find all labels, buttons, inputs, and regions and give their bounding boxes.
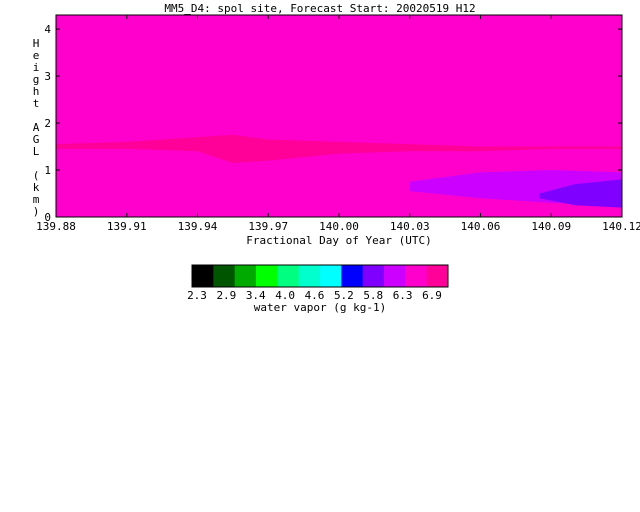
contour-bands — [56, 15, 622, 217]
x-axis: 139.88 139.91 139.94 139.97 140.00 140.03 140.… — [36, 15, 640, 233]
colorbar-tick-label-3: 4.0 — [275, 289, 295, 302]
contour-band-10 — [56, 15, 622, 217]
contour-feature-0 — [56, 134, 622, 163]
y-label-char-7: A — [32, 121, 40, 134]
y-label-char-5: t — [32, 97, 40, 110]
plot-svg: 139.88 139.91 139.94 139.97 140.00 140.03 140.… — [36, 14, 640, 302]
y-label-char-8: G — [32, 133, 40, 146]
y-tick-label-4: 4 — [44, 23, 51, 36]
x-axis-label: Fractional Day of Year (UTC) — [246, 234, 432, 247]
x-tick-label-6: 140.06 — [461, 220, 501, 233]
y-label-char-9: L — [32, 145, 40, 158]
colorbar-swatch-1 — [213, 265, 236, 287]
y-label-char-0: H — [32, 37, 40, 50]
y-tick-label-1: 1 — [44, 164, 51, 177]
colorbar-tick-label-5: 5.2 — [334, 289, 354, 302]
contour-feature-2 — [539, 179, 622, 208]
y-tick-label-3: 3 — [44, 70, 51, 83]
colorbar-swatch-10 — [405, 265, 428, 287]
y-label-char-2: i — [32, 61, 40, 74]
x-tick-label-8: 140.12 — [602, 220, 640, 233]
x-tick-label-0: 139.88 — [36, 220, 76, 233]
colorbar-tick-label-0: 2.3 — [187, 289, 207, 302]
x-tick-label-3: 139.97 — [248, 220, 288, 233]
colorbar-swatch-7 — [341, 265, 364, 287]
colorbar-swatch-5 — [298, 265, 321, 287]
x-tick-label-5: 140.03 — [390, 220, 430, 233]
colorbar-swatch-3 — [256, 265, 278, 287]
x-tick-label-7: 140.09 — [531, 220, 571, 233]
y-label-char-1: e — [32, 49, 40, 62]
y-label-char-3: g — [32, 73, 40, 86]
colorbar-tick-label-2: 3.4 — [246, 289, 266, 302]
colorbar: 2.3 2.9 3.4 4.0 4.6 5.2 5.8 6.3 6.9 — [187, 264, 449, 302]
colorbar-label: water vapor (g kg-1) — [253, 301, 387, 314]
colorbar-tick-label-1: 2.9 — [216, 289, 236, 302]
colorbar-swatch-11 — [426, 265, 449, 287]
colorbar-swatch-4 — [277, 265, 300, 287]
colorbar-swatch-0 — [192, 265, 214, 287]
x-tick-label-1: 139.91 — [107, 220, 147, 233]
colorbar-tick-label-4: 4.6 — [305, 289, 325, 302]
colorbar-tick-label-8: 6.9 — [422, 289, 442, 302]
colorbar-tick-label-6: 5.8 — [363, 289, 383, 302]
colorbar-swatch-9 — [384, 265, 406, 287]
x-tick-label-4: 140.00 — [319, 220, 359, 233]
colorbar-swatch-6 — [320, 265, 342, 287]
chart-title: MM5_D4: spol site, Forecast Start: 20020… — [164, 2, 476, 15]
y-label-char-14: ) — [32, 205, 40, 218]
colorbar-swatch-8 — [362, 265, 385, 287]
colorbar-tick-label-7: 6.3 — [393, 289, 413, 302]
y-label-char-13: m — [32, 193, 40, 206]
y-label-char-4: h — [32, 85, 40, 98]
contour-features — [56, 134, 622, 208]
colorbar-frame — [191, 264, 449, 288]
y-label-char-12: k — [32, 181, 40, 194]
y-tick-label-2: 2 — [44, 117, 51, 130]
y-axis: 0 1 2 3 4 — [44, 23, 622, 224]
y-tick-label-0: 0 — [44, 211, 51, 224]
colorbar-swatch-2 — [234, 265, 257, 287]
x-tick-label-2: 139.94 — [178, 220, 218, 233]
y-label-char-11: ( — [32, 169, 40, 182]
